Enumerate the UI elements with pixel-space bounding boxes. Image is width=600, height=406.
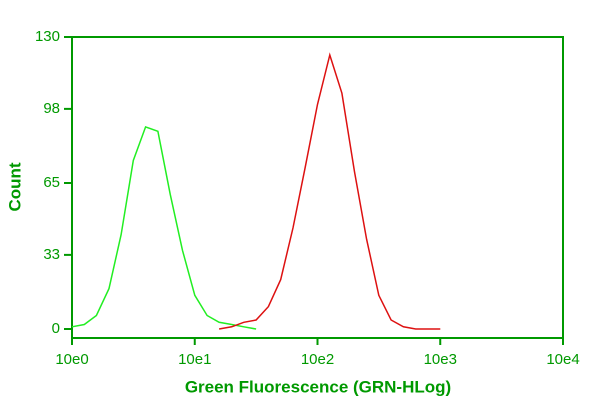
x-tick-label: 10e4 (546, 351, 579, 368)
x-tick-label: 10e2 (301, 351, 334, 368)
y-tick-label: 98 (43, 100, 60, 117)
x-axis-label: Green Fluorescence (GRN-HLog) (185, 377, 451, 396)
y-tick-label: 33 (43, 246, 60, 263)
y-tick-label: 0 (52, 320, 60, 337)
y-axis-label: Count (5, 162, 24, 211)
y-tick-label: 65 (43, 174, 60, 191)
x-tick-label: 10e0 (55, 351, 88, 368)
histogram-line (71, 125, 257, 330)
plot-frame (71, 36, 564, 339)
y-tick-label: 130 (35, 28, 60, 45)
x-tick-label: 10e3 (424, 351, 457, 368)
x-tick-label: 10e1 (178, 351, 211, 368)
histogram-line (218, 52, 441, 330)
